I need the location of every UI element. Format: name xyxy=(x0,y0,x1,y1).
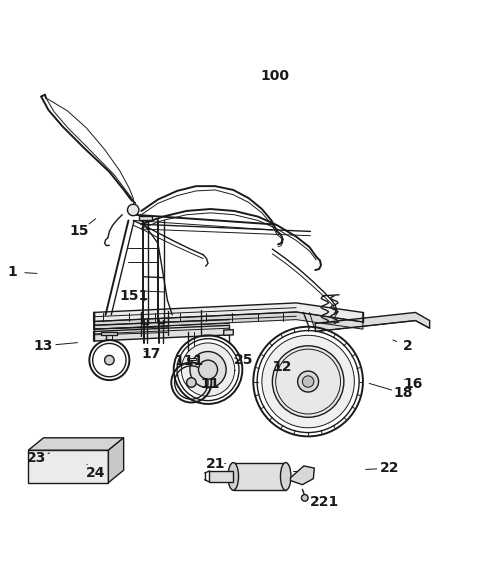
Polygon shape xyxy=(94,303,363,322)
Text: 1: 1 xyxy=(8,265,18,279)
Polygon shape xyxy=(94,312,363,329)
Text: 12: 12 xyxy=(272,360,292,374)
Circle shape xyxy=(272,346,344,417)
Text: 21: 21 xyxy=(206,456,225,470)
Polygon shape xyxy=(224,329,233,335)
Polygon shape xyxy=(94,325,229,341)
Text: 221: 221 xyxy=(310,495,339,509)
Text: 16: 16 xyxy=(403,377,423,391)
Polygon shape xyxy=(209,471,233,482)
Text: 11: 11 xyxy=(201,377,220,391)
Text: 25: 25 xyxy=(234,353,253,367)
Text: 151: 151 xyxy=(120,289,149,303)
Circle shape xyxy=(302,495,308,501)
Text: 13: 13 xyxy=(34,339,53,353)
Polygon shape xyxy=(101,332,117,335)
Text: 23: 23 xyxy=(27,451,46,465)
Text: 22: 22 xyxy=(380,462,399,475)
Text: 111: 111 xyxy=(174,354,204,368)
Polygon shape xyxy=(28,450,109,482)
Polygon shape xyxy=(139,216,152,221)
Ellipse shape xyxy=(281,463,291,490)
Circle shape xyxy=(303,376,314,387)
Text: 18: 18 xyxy=(394,386,413,400)
Circle shape xyxy=(198,360,217,379)
Polygon shape xyxy=(233,463,286,490)
Text: 100: 100 xyxy=(260,69,289,83)
Text: 2: 2 xyxy=(403,339,413,353)
Circle shape xyxy=(190,352,226,388)
Text: 17: 17 xyxy=(141,347,161,361)
Text: 15: 15 xyxy=(70,225,89,239)
Polygon shape xyxy=(291,466,315,485)
Polygon shape xyxy=(186,358,196,360)
Circle shape xyxy=(298,371,319,392)
Ellipse shape xyxy=(228,463,239,490)
Circle shape xyxy=(105,356,114,365)
Circle shape xyxy=(181,343,235,396)
Polygon shape xyxy=(315,313,430,332)
Circle shape xyxy=(128,204,139,216)
Circle shape xyxy=(262,335,354,428)
Text: 24: 24 xyxy=(86,466,106,480)
Polygon shape xyxy=(28,438,124,450)
Polygon shape xyxy=(109,438,124,482)
Circle shape xyxy=(186,378,196,387)
